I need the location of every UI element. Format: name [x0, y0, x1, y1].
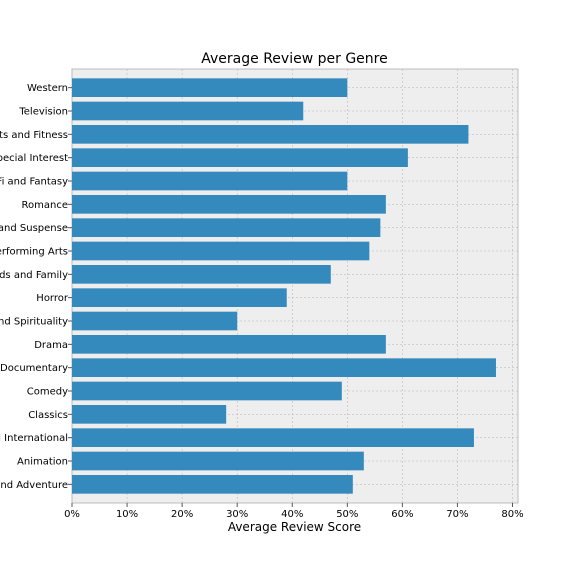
y-tick-label: Action and Adventure [0, 480, 68, 491]
x-tick-label: 10% [116, 509, 138, 520]
y-tick-label: Comedy [27, 387, 68, 398]
bar [72, 335, 386, 354]
bar [72, 195, 386, 214]
y-tick-label: Kids and Family [0, 270, 68, 281]
bar [72, 78, 348, 97]
bar [72, 381, 342, 401]
y-tick-label: Documentary [0, 363, 68, 374]
bar [72, 358, 496, 377]
x-tick-label: 50% [336, 509, 358, 520]
x-axis: 0% 10% 20% 30% 40% 50% 60% 70% 80% [64, 503, 524, 520]
bar [72, 218, 381, 237]
y-tick-label: Sci-Fi and Fantasy [0, 177, 68, 188]
bar [72, 101, 304, 121]
y-tick-label: Horror [36, 293, 69, 304]
bar [72, 405, 227, 424]
bar [72, 171, 348, 191]
y-tick-label: Television [18, 107, 68, 118]
x-tick-label: 70% [446, 509, 468, 520]
bar [72, 428, 474, 447]
x-tick-label: 0% [64, 509, 80, 520]
bars [72, 78, 496, 494]
y-tick-label: Mystery and Suspense [0, 223, 68, 234]
x-tick-label: 20% [171, 509, 193, 520]
bar [72, 311, 238, 331]
y-tick-label: Performing Arts [0, 247, 68, 258]
x-tick-label: 40% [281, 509, 303, 520]
x-tick-label: 60% [391, 509, 413, 520]
y-tick-label: Romance [22, 200, 68, 211]
bar [72, 148, 408, 167]
bar [72, 451, 364, 471]
y-axis: Western Television Sports and Fitness Speci… [0, 83, 72, 491]
y-tick-label: Drama [34, 340, 68, 351]
bar [72, 475, 353, 494]
y-tick-label: Western [27, 83, 68, 94]
bar [72, 125, 469, 144]
chart-title: Average Review per Genre [201, 51, 387, 67]
bar [72, 241, 370, 261]
y-tick-label: Art House and International [0, 433, 68, 444]
bar [72, 288, 287, 307]
x-axis-title: Average Review Score [228, 520, 361, 534]
bar [72, 265, 331, 284]
y-tick-label: Classics [28, 410, 68, 421]
y-tick-label: Special Interest [0, 153, 68, 164]
y-tick-label: Sports and Fitness [0, 130, 68, 141]
x-tick-label: 80% [501, 509, 523, 520]
x-tick-label: 30% [226, 509, 248, 520]
y-tick-label: Animation [17, 457, 68, 468]
y-tick-label: Faith and Spirituality [0, 317, 68, 328]
